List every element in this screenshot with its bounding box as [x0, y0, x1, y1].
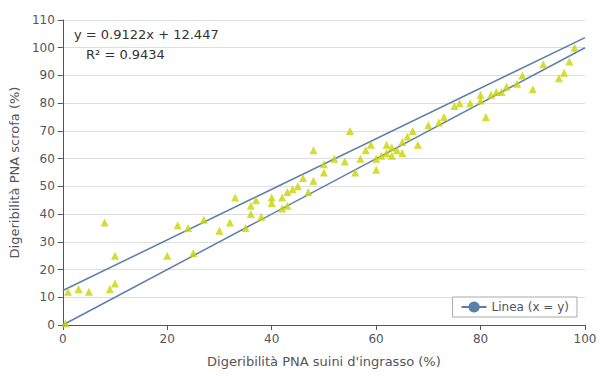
svg-text:30: 30 [40, 235, 55, 249]
svg-text:y = 0.9122x + 12.447: y = 0.9122x + 12.447 [74, 27, 219, 42]
svg-text:0: 0 [47, 318, 55, 332]
svg-text:Linea (x = y): Linea (x = y) [492, 300, 569, 314]
svg-text:40: 40 [40, 207, 55, 221]
svg-text:20: 20 [160, 332, 175, 346]
svg-text:100: 100 [574, 332, 597, 346]
svg-text:Digeribilità PNA suini d'ingra: Digeribilità PNA suini d'ingrasso (%) [207, 354, 441, 369]
svg-text:Digeribilità PNA scrofa (%): Digeribilità PNA scrofa (%) [7, 87, 22, 259]
svg-text:50: 50 [40, 179, 55, 193]
svg-text:20: 20 [40, 263, 55, 277]
svg-text:60: 60 [40, 152, 55, 166]
svg-text:10: 10 [40, 290, 55, 304]
svg-text:40: 40 [264, 332, 279, 346]
svg-text:70: 70 [40, 124, 55, 138]
svg-text:60: 60 [368, 332, 383, 346]
svg-text:0: 0 [59, 332, 67, 346]
svg-text:80: 80 [40, 96, 55, 110]
svg-text:100: 100 [32, 41, 55, 55]
svg-text:90: 90 [40, 68, 55, 82]
svg-text:110: 110 [32, 13, 55, 27]
svg-text:R² = 0.9434: R² = 0.9434 [86, 47, 165, 62]
svg-text:80: 80 [473, 332, 488, 346]
